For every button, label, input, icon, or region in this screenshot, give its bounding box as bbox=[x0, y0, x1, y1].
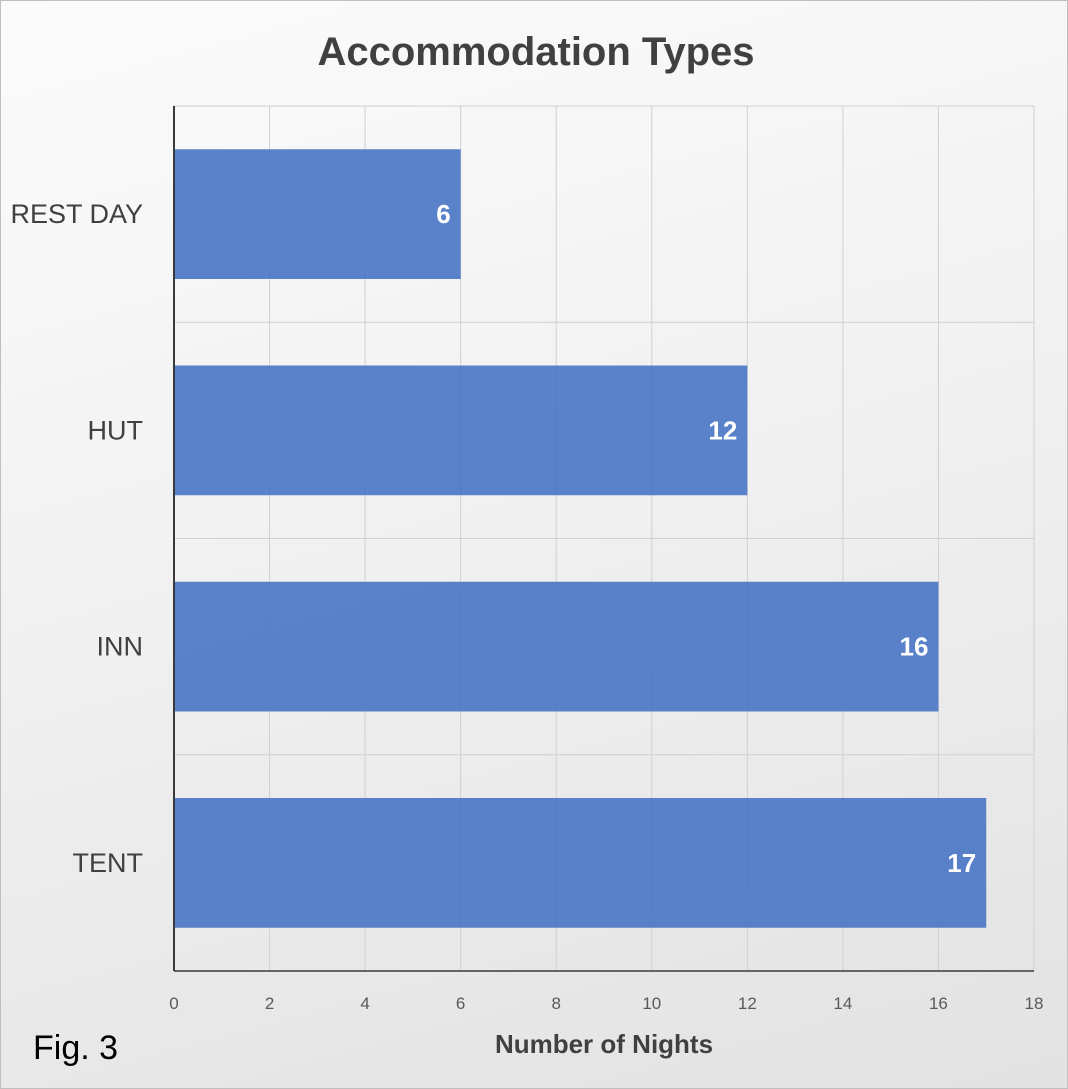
axes: 0 2 4 6 8 10 12 14 16 18 REST DAY HUT INN TENT bbox=[10, 106, 1043, 1013]
x-tick-label: 16 bbox=[929, 994, 948, 1013]
x-tick-label: 18 bbox=[1025, 994, 1044, 1013]
x-tick-label: 10 bbox=[642, 994, 661, 1013]
data-label: 6 bbox=[436, 199, 450, 229]
data-label: 12 bbox=[708, 415, 737, 445]
bars: 6 12 16 17 bbox=[174, 149, 987, 928]
x-axis-title: Number of Nights bbox=[495, 1029, 713, 1059]
bar bbox=[174, 798, 987, 928]
chart-title: Accommodation Types bbox=[317, 30, 754, 74]
category-label: REST DAY bbox=[10, 199, 143, 229]
x-tick-label: 14 bbox=[833, 994, 852, 1013]
x-tick-label: 4 bbox=[360, 994, 369, 1013]
bar bbox=[174, 149, 461, 279]
x-tick-label: 8 bbox=[551, 994, 560, 1013]
x-tick-label: 0 bbox=[169, 994, 178, 1013]
x-tick-label: 6 bbox=[456, 994, 465, 1013]
category-label: HUT bbox=[88, 415, 144, 445]
data-label: 17 bbox=[947, 848, 976, 878]
bar bbox=[174, 581, 939, 712]
bar bbox=[174, 365, 748, 496]
x-tick-label: 12 bbox=[738, 994, 757, 1013]
data-label: 16 bbox=[900, 632, 929, 662]
x-tick-label: 2 bbox=[265, 994, 274, 1013]
figure-label: Fig. 3 bbox=[33, 1029, 118, 1067]
category-label: TENT bbox=[73, 848, 144, 878]
category-label: INN bbox=[97, 632, 144, 662]
